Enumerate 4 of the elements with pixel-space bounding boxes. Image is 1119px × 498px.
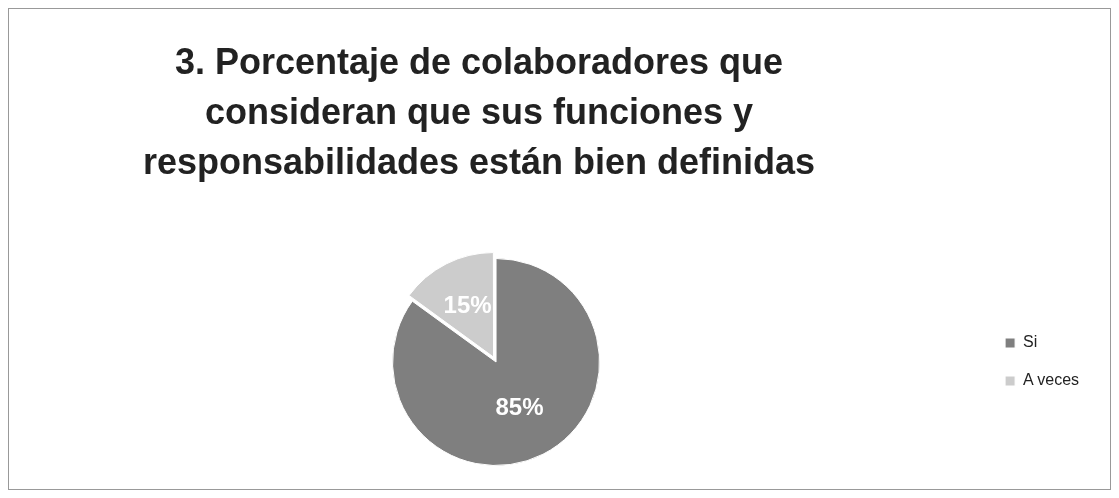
chart-title: 3. Porcentaje de colaboradores que consideran que sus funciones y responsabilidades están bien definidas bbox=[141, 40, 817, 184]
legend-label: A veces bbox=[1023, 371, 1080, 389]
legend-label: Si bbox=[1023, 333, 1038, 351]
data-label: 85% bbox=[495, 392, 544, 420]
